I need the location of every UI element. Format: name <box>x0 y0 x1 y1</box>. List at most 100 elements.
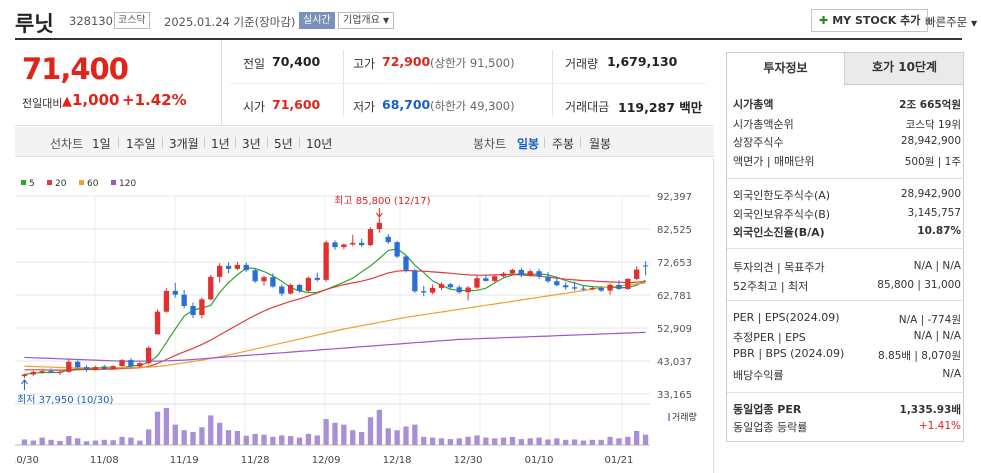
candle-body <box>287 284 294 294</box>
divider <box>727 392 964 393</box>
panel-row-value: 8.85배 | 8,070원 <box>878 350 961 362</box>
candle-body <box>376 222 383 230</box>
legend-swatch <box>47 180 52 185</box>
y-tick-label: 72,653 <box>657 258 692 269</box>
volume-bar <box>252 433 258 445</box>
candle-body <box>154 311 161 335</box>
volume-bar <box>261 434 267 445</box>
prev-close-value: 70,400 <box>272 54 321 69</box>
candlestick-chart[interactable]: 92,397 82,525 72,653 62,781 52,909 43,037 33,1… <box>15 158 714 473</box>
tab-3year[interactable]: 3년 <box>242 137 261 151</box>
chevron-down-icon: ▼ <box>383 16 390 25</box>
divider <box>299 137 300 148</box>
volume-bar <box>492 438 498 445</box>
volume-bar <box>376 409 383 445</box>
low-label: 저가 <box>353 100 376 114</box>
low-arrow-head <box>21 379 28 385</box>
company-overview-dropdown[interactable]: 기업개요 ▼ <box>338 12 395 29</box>
panel-row-value: 10.87% <box>917 225 961 237</box>
candle-body <box>270 277 276 287</box>
tab-hoga-10[interactable]: 호가 10단계 <box>871 60 938 74</box>
volume-bar <box>128 437 134 445</box>
tab-1day[interactable]: 1일 <box>92 137 111 151</box>
volume-bar <box>314 435 320 445</box>
candle-body <box>625 278 631 289</box>
volume-bar <box>21 439 28 445</box>
stock-name: 루닛 <box>15 12 54 36</box>
volume-bar <box>421 436 427 445</box>
divider <box>544 137 545 148</box>
volume-value: 1,679,130 <box>607 54 678 69</box>
volume-bar <box>181 430 187 445</box>
volume-bar <box>172 424 178 445</box>
volume-bar <box>554 438 560 445</box>
add-my-stock-button[interactable]: ✚ MY STOCK 추가 <box>811 9 929 32</box>
prev-close-label: 전일 <box>243 57 266 71</box>
tab-invest-info[interactable]: 투자정보 <box>726 52 845 85</box>
candle-body <box>243 264 249 271</box>
candle-body <box>128 360 134 367</box>
volume-bar <box>563 439 569 445</box>
basis-date: 2025.01.24 기준(장마감) <box>164 15 296 29</box>
panel-row-label: PER | EPS(2024.09) <box>733 311 840 324</box>
panel-row-label: 외국인보유주식수(B) <box>733 208 831 221</box>
candle-body <box>314 277 320 280</box>
price-change-percent: +1.42% <box>122 91 187 109</box>
tab-monthly-candle[interactable]: 월봉 <box>589 137 612 151</box>
legend-label: 5 <box>29 179 35 189</box>
line-chart-label: 선차트 <box>50 137 84 151</box>
tab-weekly-candle[interactable]: 주봉 <box>552 137 575 151</box>
price-box <box>15 40 222 126</box>
chart-area[interactable]: 92,397 82,525 72,653 62,781 52,909 43,037 33,1… <box>15 158 714 473</box>
header-divider <box>15 38 962 40</box>
y-tick-label: 82,525 <box>657 225 692 236</box>
volume-bar <box>39 437 45 445</box>
volume-bar <box>634 430 640 445</box>
panel-row-value: 85,800 | 31,000 <box>877 279 961 291</box>
quick-order-link[interactable]: 빠른주문 ▼ <box>925 15 978 29</box>
panel-row-value: N/A <box>942 368 961 380</box>
volume-bar <box>323 419 329 445</box>
candle-body <box>527 271 533 276</box>
price-change: ▲1,000 <box>62 91 120 109</box>
candle-body <box>394 242 400 257</box>
volume-bar <box>500 437 507 445</box>
tab-10year[interactable]: 10년 <box>306 137 333 151</box>
candle-body <box>456 287 462 293</box>
divider <box>727 178 964 179</box>
x-tick-label: 10/30 <box>15 455 39 466</box>
realtime-button[interactable]: 실시간 <box>299 12 335 29</box>
tab-3month[interactable]: 3개월 <box>169 137 199 151</box>
volume-bar <box>110 440 116 445</box>
volume-bar <box>642 434 649 445</box>
volume-bar <box>332 422 338 445</box>
up-triangle-icon: ▲ <box>62 94 72 109</box>
panel-row-value: N/A | N/A <box>913 260 961 272</box>
volume-bar <box>208 415 214 445</box>
tab-5year[interactable]: 5년 <box>274 137 293 151</box>
candle-body <box>323 242 329 280</box>
candle-body <box>545 276 551 282</box>
tab-1year[interactable]: 1년 <box>211 137 230 151</box>
volume-bar <box>527 438 533 445</box>
candle-body <box>234 264 241 269</box>
volume-bar <box>137 440 143 445</box>
y-tick-label: 33,165 <box>657 390 692 401</box>
volume-bar <box>536 437 542 445</box>
candle-body <box>30 371 36 375</box>
panel-row-label: 외국인한도주식수(A) <box>733 189 831 202</box>
candle-body <box>403 256 409 271</box>
x-tick-label: 12/09 <box>312 455 341 466</box>
candle-body <box>350 242 356 245</box>
tab-1week[interactable]: 1주일 <box>126 137 156 151</box>
candle-body <box>358 242 365 246</box>
volume-bar <box>429 437 436 445</box>
volume-bar <box>598 439 604 445</box>
tab-daily-candle[interactable]: 일봉 <box>517 137 540 151</box>
volume-bar <box>225 430 232 445</box>
y-tick-label: 43,037 <box>657 357 692 368</box>
panel-row-value: +1.41% <box>918 420 961 432</box>
divider <box>727 300 964 301</box>
moving-average-ma120 <box>24 331 646 362</box>
candle-body <box>438 284 445 288</box>
